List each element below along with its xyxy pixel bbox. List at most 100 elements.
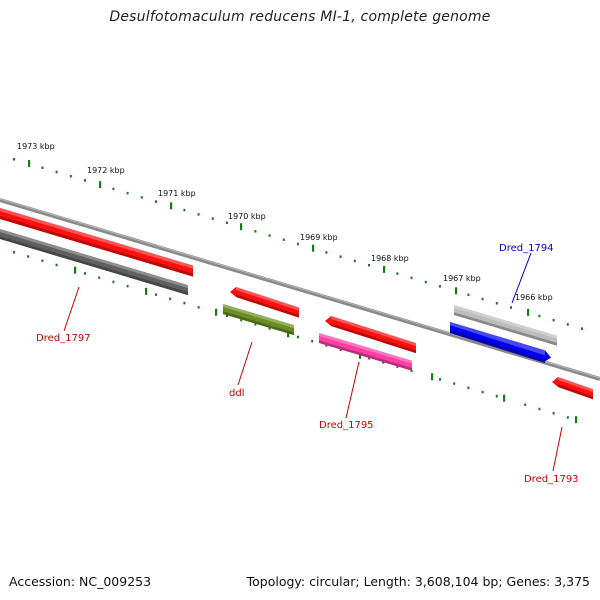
minor-tick — [524, 403, 527, 407]
leader-line — [345, 361, 360, 419]
gene-label-dred-1794[interactable]: Dred_1794 — [499, 243, 554, 254]
gene-feature-dred-1795[interactable] — [319, 333, 412, 371]
major-tick — [287, 330, 290, 338]
minor-tick — [183, 301, 186, 305]
minor-tick — [396, 272, 399, 275]
feature-shadow — [0, 215, 193, 277]
minor-tick — [566, 416, 569, 419]
minor-tick — [84, 179, 86, 182]
minor-tick — [311, 339, 314, 343]
major-tick — [28, 159, 31, 167]
gene-feature-grey-right[interactable] — [454, 305, 557, 346]
minor-tick — [41, 259, 44, 262]
minor-tick — [55, 263, 58, 267]
major-tick — [170, 202, 173, 210]
minor-tick — [126, 191, 129, 195]
major-tick — [74, 266, 77, 274]
minor-tick — [339, 348, 342, 351]
minor-tick — [254, 230, 257, 233]
minor-tick — [13, 158, 15, 161]
kbp-tick-label: 1966 kbp — [515, 293, 553, 302]
minor-tick — [197, 213, 200, 216]
minor-tick — [581, 327, 583, 330]
gene-label-dred-1795[interactable]: Dred_1795 — [319, 420, 374, 431]
feature-highlight — [0, 229, 188, 289]
feature-shadow — [558, 384, 593, 400]
feature-highlight — [223, 304, 294, 329]
kbp-tick-label: 1968 kbp — [371, 254, 409, 263]
gene-feature-dred-1795-region[interactable] — [325, 316, 416, 354]
minor-tick — [197, 306, 200, 309]
gene-features — [0, 208, 593, 400]
gene-label-ddl[interactable]: ddl — [229, 388, 244, 399]
minor-tick — [155, 293, 157, 296]
major-tick — [145, 287, 148, 295]
minor-tick — [495, 302, 498, 305]
gene-feature-ddl-region[interactable] — [230, 287, 299, 318]
major-tick — [240, 223, 243, 231]
minor-tick — [325, 344, 328, 347]
gene-feature-dred-1793[interactable] — [552, 377, 593, 400]
tick-row-upper — [13, 158, 583, 330]
minor-tick — [339, 255, 342, 258]
major-tick — [383, 265, 386, 273]
minor-tick — [282, 238, 285, 241]
gene-feature-dred-1797-region[interactable] — [0, 208, 193, 277]
minor-tick — [424, 280, 427, 284]
minor-tick — [183, 208, 186, 212]
feature-shadow — [454, 312, 557, 346]
major-tick — [431, 373, 434, 381]
minor-tick — [112, 280, 115, 284]
feature-shadow — [319, 340, 412, 371]
minor-tick — [439, 285, 441, 288]
feature-shadow — [236, 294, 299, 318]
major-tick — [312, 244, 315, 252]
minor-tick — [254, 323, 257, 326]
major-tick — [215, 308, 218, 316]
minor-tick — [467, 386, 470, 390]
gene-feature-ddl[interactable] — [223, 304, 294, 336]
genome-summary-text: Topology: circular; Length: 3,608,104 bp… — [246, 574, 590, 589]
minor-tick — [325, 251, 328, 254]
minor-tick — [510, 306, 512, 309]
minor-tick — [211, 217, 214, 220]
genome-backbone — [0, 198, 600, 381]
minor-tick — [552, 318, 555, 322]
feature-highlight — [450, 322, 545, 356]
feature-highlight — [454, 305, 557, 339]
gene-label-dred-1793[interactable]: Dred_1793 — [524, 474, 579, 485]
feature-highlight — [319, 333, 412, 364]
minor-tick — [368, 356, 370, 360]
kbp-tick-label: 1969 kbp — [300, 233, 338, 242]
gene-feature-grey-left[interactable] — [0, 229, 188, 296]
minor-tick — [467, 293, 470, 297]
major-tick — [455, 287, 458, 295]
minor-tick — [268, 327, 271, 330]
feature-highlight — [331, 316, 416, 347]
minor-tick — [396, 365, 399, 368]
minor-tick — [439, 378, 441, 381]
kbp-tick-label: 1973 kbp — [17, 142, 55, 151]
kbp-tick-label: 1970 kbp — [228, 212, 266, 221]
minor-tick — [453, 382, 456, 385]
kbp-tick-labels: 1973 kbp 1972 kbp 1971 kbp 1970 kbp 1969 kbp… — [17, 142, 553, 302]
map-title: Desulfotomaculum reducens MI-1, complete… — [109, 9, 491, 25]
feature-highlight — [558, 377, 593, 393]
leader-line — [552, 426, 563, 472]
accession-text: Accession: NC_009253 — [9, 574, 152, 589]
gene-label-dred-1797[interactable]: Dred_1797 — [36, 333, 91, 344]
major-tick — [99, 181, 102, 189]
minor-tick — [410, 276, 413, 280]
minor-tick — [538, 314, 541, 318]
major-tick — [575, 416, 578, 424]
feature-shadow — [331, 323, 416, 354]
major-tick — [503, 394, 506, 402]
gene-feature-dred-1794[interactable] — [450, 322, 551, 364]
major-tick — [527, 308, 530, 316]
minor-tick — [27, 255, 30, 258]
minor-tick — [226, 314, 228, 318]
minor-tick — [155, 200, 157, 203]
minor-tick — [410, 369, 413, 373]
minor-tick — [268, 234, 271, 237]
